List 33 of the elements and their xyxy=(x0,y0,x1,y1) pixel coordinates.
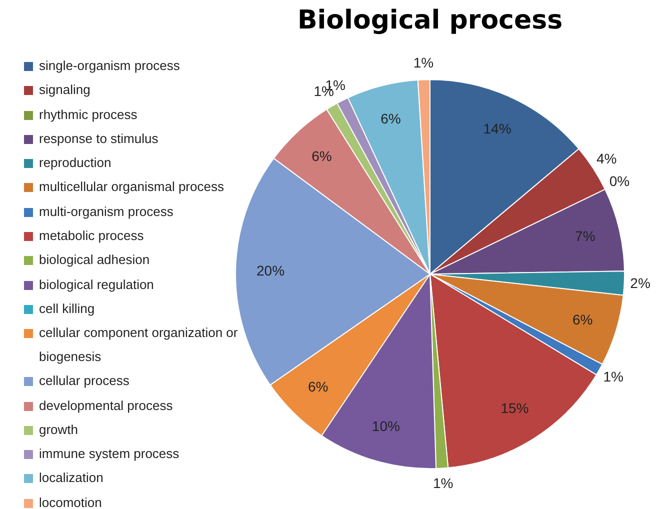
legend-label: rhythmic process xyxy=(39,106,138,124)
data-label: 7% xyxy=(575,228,596,244)
legend-label: biological regulation xyxy=(39,276,154,294)
data-label: 6% xyxy=(308,378,328,395)
legend-label: multi-organism process xyxy=(39,202,174,221)
text: 0% xyxy=(609,173,630,190)
legend-label: cellular process xyxy=(39,372,130,390)
legend-label: developmental process xyxy=(39,396,173,415)
legend-label: localization xyxy=(39,469,104,488)
data-label: 4% xyxy=(596,150,617,166)
data-label: 10% xyxy=(372,418,400,434)
chart-title: Biological process xyxy=(297,5,563,36)
data-label: 1% xyxy=(432,475,454,492)
legend-label: reproduction xyxy=(39,154,112,172)
legend-label: immune system process xyxy=(39,445,180,464)
legend-label: single-organism process xyxy=(39,57,180,75)
data-label: 1% xyxy=(603,368,624,384)
legend-label: growth xyxy=(39,420,78,439)
legend-label: metabolic process xyxy=(39,227,144,246)
data-label: 6% xyxy=(312,148,332,164)
legend-label: response to stimulus xyxy=(39,130,158,148)
data-label: 6% xyxy=(380,110,401,126)
data-label: 6% xyxy=(572,311,593,328)
legend-label: biological adhesion xyxy=(39,251,150,270)
data-label: 15% xyxy=(500,400,529,416)
legend-label: signaling xyxy=(39,81,90,100)
data-label: 14% xyxy=(483,120,512,136)
data-label: 1% xyxy=(413,54,434,71)
data-label: 2% xyxy=(630,274,650,291)
data-label: 20% xyxy=(256,262,285,278)
legend-label: cell killing xyxy=(39,300,95,318)
legend-label: multicellular organismal process xyxy=(39,178,224,196)
legend-label: locomotion xyxy=(39,494,102,509)
